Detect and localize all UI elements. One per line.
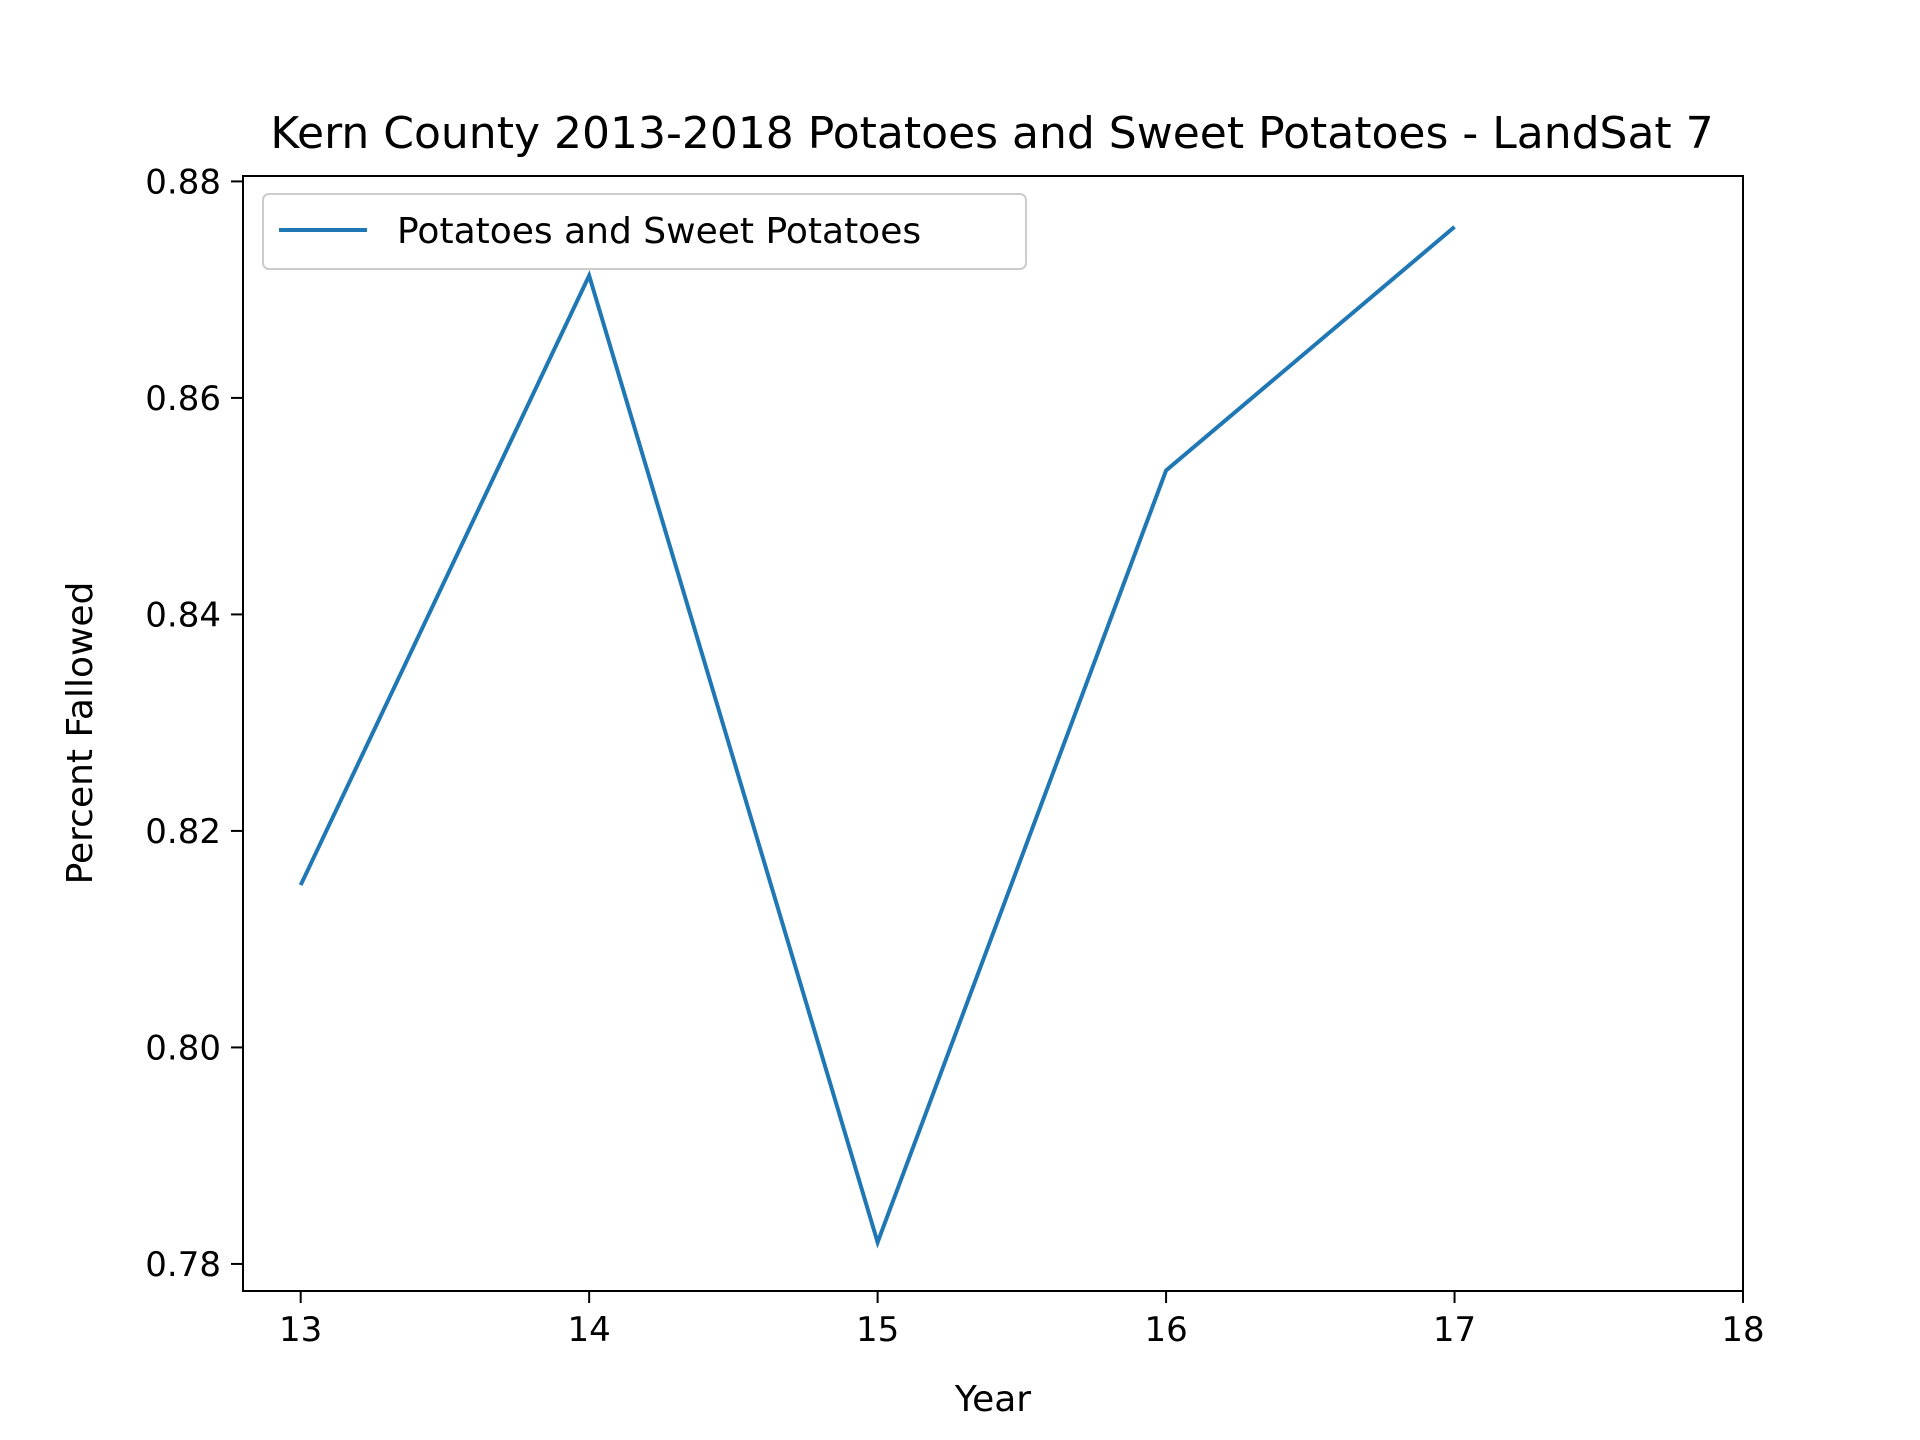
plot-area: [242, 175, 1744, 1292]
legend: Potatoes and Sweet Potatoes: [262, 193, 1027, 270]
y-tick-label: 0.86: [145, 379, 221, 419]
y-tick-label: 0.80: [145, 1028, 221, 1068]
legend-frame: [262, 193, 1027, 270]
y-tick-label: 0.78: [145, 1245, 221, 1285]
x-tick-label: 15: [856, 1310, 899, 1350]
x-tick-label: 17: [1433, 1310, 1476, 1350]
y-axis-ticks: 0.78 0.80 0.82 0.84 0.86 0.88: [145, 162, 243, 1285]
x-tick-label: 13: [279, 1310, 322, 1350]
plot-frame: [242, 175, 1744, 1292]
legend-entry-label: Potatoes and Sweet Potatoes: [397, 211, 921, 252]
series-line: [298, 225, 1456, 1249]
x-tick-label: 16: [1144, 1310, 1187, 1350]
y-tick-label: 0.84: [145, 595, 221, 635]
x-axis-ticks: 13 14 15 16 17 18: [279, 1291, 1765, 1350]
x-tick-label: 14: [568, 1310, 611, 1350]
x-axis-label: Year: [954, 1379, 1031, 1420]
x-tick-label: 18: [1721, 1310, 1764, 1350]
y-axis-label: Percent Fallowed: [60, 582, 101, 885]
y-tick-label: 0.88: [145, 162, 221, 202]
y-tick-label: 0.82: [145, 812, 221, 852]
chart-title: Kern County 2013-2018 Potatoes and Sweet…: [270, 108, 1713, 159]
series-layer: [298, 225, 1456, 1249]
